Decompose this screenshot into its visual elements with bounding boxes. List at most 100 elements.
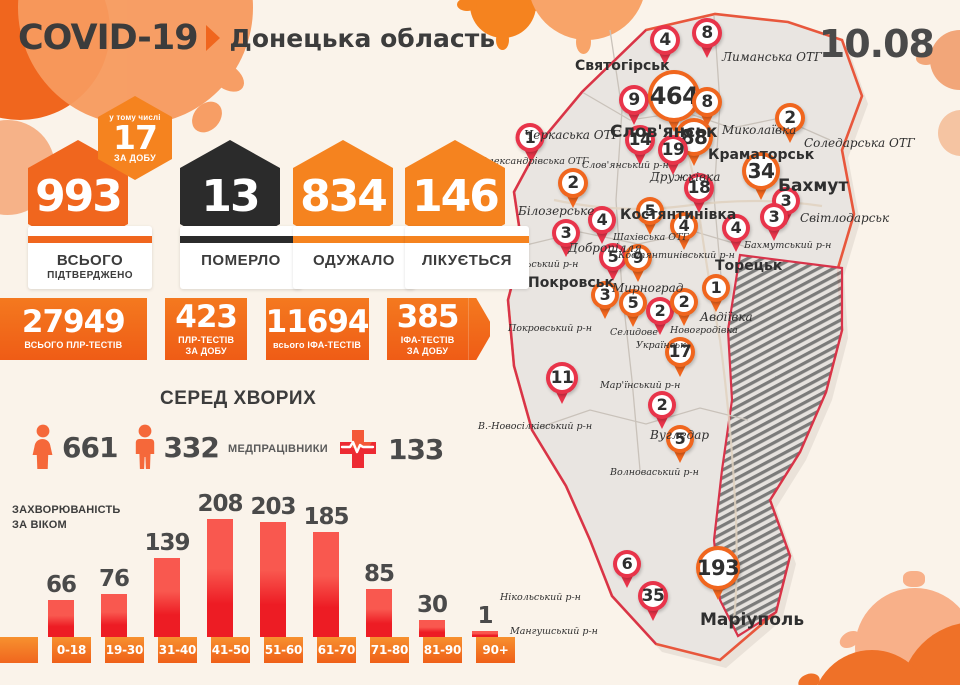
map-location-label: Мар'їнський р-н (600, 380, 681, 391)
map-location-label: Мангушський р-н (510, 626, 598, 637)
map-location-label: Шахівська ОТГ (613, 232, 689, 243)
map-pin-bubble: 464 (648, 70, 700, 122)
axis-tick-61-70[interactable]: 61-70 (317, 637, 356, 663)
axis-tick-71-80[interactable]: 71-80 (370, 637, 409, 663)
axis-tick-31-40[interactable]: 31-40 (158, 637, 197, 663)
chevron-divider-icon (303, 637, 317, 663)
bar (260, 521, 286, 637)
bar (101, 593, 127, 637)
kpi-plate-total: ВСЬОГО ПІДТВЕРДЖЕНО (28, 226, 152, 289)
map-location-label: Костянтинівський р-н (618, 250, 735, 261)
map-location-label: Соледарська ОТГ (804, 136, 915, 150)
map-pin[interactable]: 5 (619, 289, 647, 327)
map-pin-bubble: 2 (648, 391, 676, 419)
map-pin[interactable]: 4 (670, 212, 698, 250)
bar-slot: 203 (251, 485, 297, 637)
kpi-active: 146 ЛІКУЄТЬСЯ (405, 140, 529, 289)
map-pin[interactable]: 4 (722, 214, 750, 252)
map-location-label: Олександрівська ОТГ (480, 156, 589, 167)
kpi-plate-active: ЛІКУЄТЬСЯ (405, 226, 529, 289)
map-pin[interactable]: 3 (552, 219, 580, 257)
axis-tick-0-18[interactable]: 0-18 (52, 637, 91, 663)
chevron-divider-icon (91, 637, 105, 663)
map-pin[interactable]: 2 (775, 103, 805, 143)
kpi-plate-bar (405, 236, 529, 243)
axis-tick-19-30[interactable]: 19-30 (105, 637, 144, 663)
kpi-label-recovered: ОДУЖАЛО (313, 252, 395, 269)
map-pin-inner: 1 (519, 127, 541, 148)
map-pin-value: 9 (628, 89, 640, 110)
map-pin[interactable]: 3 (591, 281, 619, 319)
map-pin[interactable]: 8 (692, 87, 722, 127)
map-pin-value: 18 (687, 177, 711, 198)
map-pin[interactable]: 193 (696, 546, 740, 600)
map-location-label: В.-Новосілківський р-н (478, 421, 593, 432)
map-pin-inner: 2 (652, 395, 672, 415)
bar (419, 619, 445, 637)
map-pin-bubble: 4 (670, 212, 698, 240)
map-pin[interactable]: 1 (515, 123, 545, 162)
map-pin[interactable]: 2 (558, 168, 588, 208)
map-pin[interactable]: 34 (742, 152, 780, 200)
map-pin[interactable]: 3 (760, 203, 788, 241)
tests-label: всього ІФА-ТЕСТІВ (273, 340, 362, 351)
map-pin[interactable]: 5 (636, 197, 664, 235)
map-pin[interactable]: 9 (619, 85, 649, 125)
map-pin[interactable]: 4 (588, 206, 616, 244)
map-pin-inner: 3 (556, 223, 576, 243)
map-pin-value: 5 (644, 201, 656, 220)
map-pin-value: 4 (730, 218, 742, 237)
region-title: Донецька область (229, 23, 496, 53)
axis-tick-label: 41-50 (211, 643, 250, 657)
kpi-label-deaths: ПОМЕРЛО (201, 252, 281, 269)
map-location-label: Новогродівка (670, 325, 738, 336)
map-pin-inner: 3 (764, 207, 784, 227)
map-pin-value: 6 (621, 554, 633, 573)
map-pin[interactable]: 8 (692, 18, 722, 58)
axis-lead (0, 637, 38, 663)
map-pin-bubble: 19 (658, 135, 688, 165)
map-pin-inner: 35 (642, 585, 665, 607)
bar-slot: 139 (145, 485, 191, 637)
kpi-deaths: 13 ПОМЕРЛО (180, 140, 302, 289)
date-badge: 10.08 (818, 22, 935, 66)
tests-segment: 385 ІФА-ТЕСТІВ ЗА ДОБУ (386, 298, 469, 360)
map-pin[interactable]: 35 (638, 581, 668, 621)
bar-value-label: 203 (250, 493, 297, 520)
map-pin[interactable]: 19 (658, 135, 688, 175)
map-pin[interactable]: 1 (702, 274, 730, 312)
map-pin-value: 464 (649, 82, 699, 110)
axis-tick-90+[interactable]: 90+ (476, 637, 515, 663)
map-pin[interactable]: 11 (546, 362, 578, 404)
map-pin[interactable]: 17 (665, 337, 695, 377)
gender-breakdown: 661 332 (28, 424, 220, 470)
medical-cross-icon (339, 430, 376, 468)
map-pin[interactable]: 2 (646, 297, 674, 335)
map-pin-bubble: 8 (692, 87, 722, 117)
map-pin[interactable]: 2 (648, 391, 676, 429)
map-pin-bubble: 8 (692, 18, 722, 48)
map-pin-bubble: 2 (670, 288, 698, 316)
map-pin[interactable]: 5 (599, 243, 627, 281)
map-pin[interactable]: 5 (666, 425, 694, 463)
bar (472, 631, 498, 637)
map-pin[interactable]: 9 (624, 244, 652, 282)
page-title: COVID-19 (18, 18, 199, 58)
axis-tick-label: 19-30 (105, 643, 144, 657)
map-pin-inner: 14 (629, 129, 652, 151)
map-pin-bubble: 9 (619, 85, 649, 115)
axis-tick-51-60[interactable]: 51-60 (264, 637, 303, 663)
map-pin[interactable]: 18 (684, 173, 714, 213)
map-pin-inner: 6 (617, 554, 637, 574)
map-pin[interactable]: 4 (650, 25, 680, 65)
bar-value-label: 76 (98, 565, 130, 592)
map-pin[interactable]: 464 (648, 70, 700, 132)
bar-value-label: 85 (363, 560, 395, 587)
map-pin[interactable]: 2 (670, 288, 698, 326)
axis-tick-label: 31-40 (158, 643, 197, 657)
map-pin-value: 8 (701, 91, 713, 112)
map-pin[interactable]: 6 (613, 550, 641, 588)
map-pin[interactable]: 14 (625, 125, 655, 165)
axis-tick-81-90[interactable]: 81-90 (423, 637, 462, 663)
axis-tick-41-50[interactable]: 41-50 (211, 637, 250, 663)
